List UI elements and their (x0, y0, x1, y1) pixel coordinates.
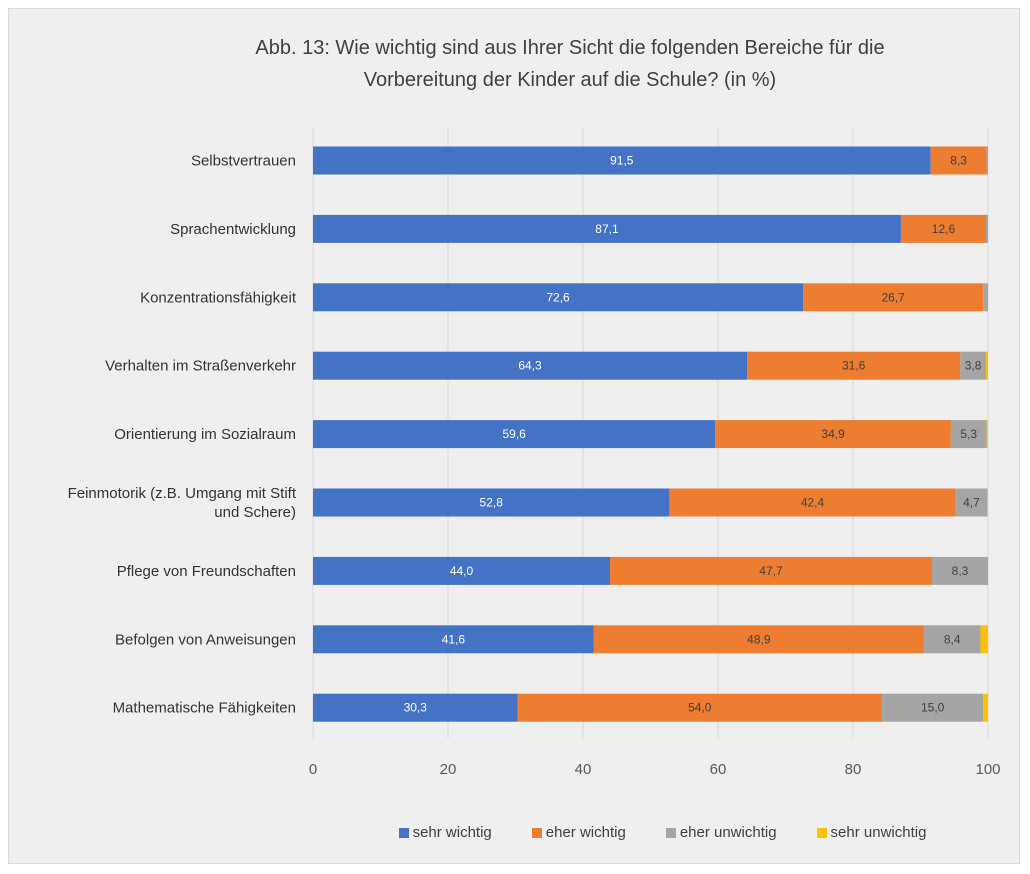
bar-segment (313, 283, 804, 312)
bar-segment (987, 488, 988, 517)
bar-segment (950, 420, 987, 449)
category-label: Feinmotorik (z.B. Umgang mit Stift (68, 485, 297, 502)
bar-segment (313, 351, 748, 380)
bar-segment (313, 214, 901, 243)
bar-segment (985, 351, 988, 380)
category-label: Konzentrationsfähigkeit (140, 289, 297, 306)
category-label: Pflege von Freundschaften (117, 563, 296, 580)
legend-item: sehr unwichtig (816, 824, 927, 841)
data-label: 3,8 (965, 359, 982, 373)
data-label: 87,1 (595, 222, 619, 236)
x-tick-label: 100 (975, 761, 1000, 778)
bar-segment (747, 351, 961, 380)
x-tick-label: 80 (845, 761, 862, 778)
data-label: 91,5 (610, 154, 634, 168)
legend-item: sehr wichtig (398, 824, 492, 841)
data-label: 41,6 (442, 632, 466, 646)
bar-segment (313, 625, 594, 654)
bar-segment (931, 556, 988, 585)
category-label: Orientierung im Sozialraum (114, 426, 296, 443)
bar-segment (986, 146, 988, 175)
data-label: 52,8 (480, 496, 504, 510)
legend-label: eher wichtig (545, 824, 626, 841)
category-label: und Schere) (214, 504, 296, 521)
legend-label: sehr unwichtig (830, 824, 927, 841)
category-label: Mathematische Fähigkeiten (113, 700, 296, 717)
bar-segment (983, 693, 988, 722)
bar-segment (923, 625, 981, 654)
bar-segment (715, 420, 951, 449)
data-label: 8,4 (944, 632, 961, 646)
data-label: 12,6 (932, 222, 956, 236)
legend-label: sehr wichtig (412, 824, 492, 841)
bar-segment (669, 488, 956, 517)
category-label: Sprachentwicklung (170, 221, 296, 238)
data-label: 48,9 (747, 632, 771, 646)
category-label: Selbstvertrauen (191, 153, 296, 170)
bar-segment (313, 420, 716, 449)
bar-segment (955, 488, 988, 517)
bar-segment (986, 420, 988, 449)
chart-title: Abb. 13: Wie wichtig sind aus Ihrer Sich… (0, 32, 1030, 96)
bar-segment (960, 351, 986, 380)
data-label: 31,6 (842, 359, 866, 373)
data-label: 34,9 (821, 427, 845, 441)
data-label: 4,7 (963, 496, 980, 510)
bar-segment (983, 283, 988, 312)
data-label: 47,7 (759, 564, 783, 578)
legend-swatch (531, 827, 542, 838)
data-label: 59,6 (502, 427, 526, 441)
legend: sehr wichtig eher wichtig eher unwichtig se… (0, 824, 1030, 841)
bar-segment (930, 146, 987, 175)
bar-segment (900, 214, 986, 243)
data-label: 15,0 (921, 701, 945, 715)
category-label: Befolgen von Anweisungen (115, 631, 296, 648)
data-label: 8,3 (952, 564, 969, 578)
legend-swatch (665, 827, 676, 838)
chart-title-line-1: Abb. 13: Wie wichtig sind aus Ihrer Sich… (255, 37, 885, 59)
bar-segment (985, 214, 988, 243)
x-tick-label: 20 (440, 761, 457, 778)
data-label: 64,3 (518, 359, 542, 373)
bar-segment (517, 693, 883, 722)
legend-item: eher wichtig (531, 824, 626, 841)
bar-segment (980, 625, 988, 654)
bar-segment (882, 693, 984, 722)
category-label: Verhalten im Straßenverkehr (105, 358, 296, 375)
x-tick-label: 0 (309, 761, 317, 778)
data-label: 30,3 (404, 701, 428, 715)
bar-segment (803, 283, 984, 312)
data-label: 5,3 (960, 427, 977, 441)
chart-title-line-2: Vorbereitung der Kinder auf die Schule? … (363, 69, 777, 91)
data-label: 44,0 (450, 564, 474, 578)
data-label: 26,7 (881, 290, 905, 304)
legend-swatch (398, 827, 409, 838)
data-label: 42,4 (801, 496, 825, 510)
legend-label: eher unwichtig (679, 824, 777, 841)
data-label: 8,3 (950, 154, 967, 168)
bar-segment (313, 146, 931, 175)
bar-segment (313, 488, 670, 517)
legend-item: eher unwichtig (665, 824, 777, 841)
bar-segment (593, 625, 924, 654)
data-label: 54,0 (688, 701, 712, 715)
bar-segment (610, 556, 932, 585)
bar-segment (313, 556, 610, 585)
data-label: 72,6 (546, 290, 570, 304)
legend-swatch (816, 827, 827, 838)
x-tick-label: 40 (575, 761, 592, 778)
bar-segment (313, 693, 518, 722)
x-tick-label: 60 (710, 761, 727, 778)
